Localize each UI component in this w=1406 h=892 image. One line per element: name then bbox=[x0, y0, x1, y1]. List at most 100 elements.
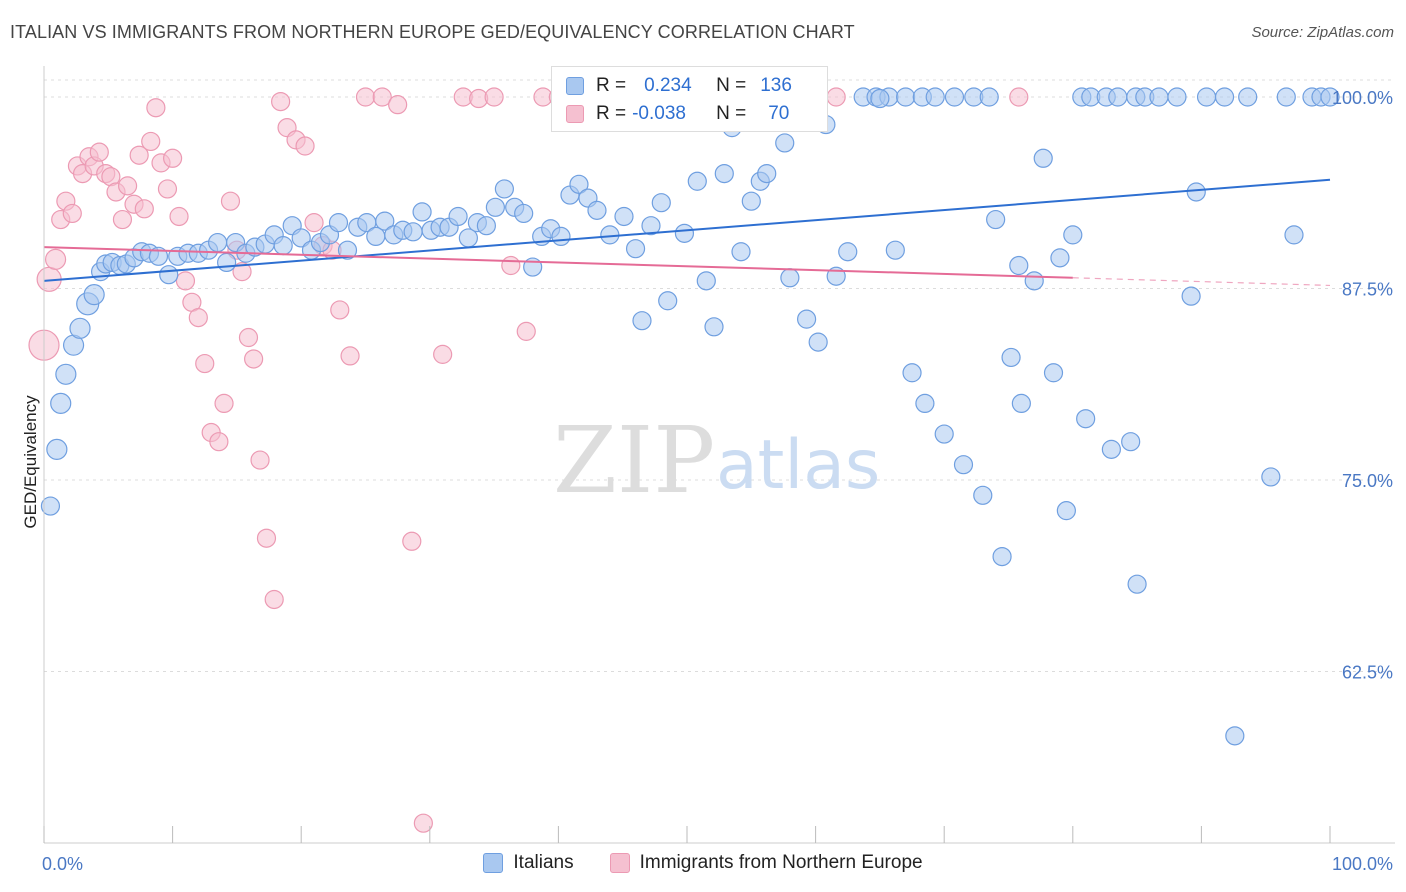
point-italians bbox=[870, 88, 890, 109]
point-italians bbox=[741, 191, 761, 211]
point-italians bbox=[1001, 347, 1021, 368]
point-northern-europe bbox=[433, 344, 453, 364]
legend-item-italians[interactable]: Italians bbox=[483, 852, 574, 874]
point-italians bbox=[658, 291, 678, 311]
point-italians bbox=[1167, 87, 1187, 107]
point-italians bbox=[1011, 393, 1031, 413]
y-tick-label: 100.0% bbox=[1332, 88, 1393, 108]
point-northern-europe bbox=[44, 248, 67, 270]
point-italians bbox=[69, 317, 91, 339]
point-northern-europe bbox=[388, 95, 408, 115]
point-italians bbox=[687, 171, 707, 191]
point-italians bbox=[1108, 87, 1128, 107]
legend-r-label: R = bbox=[596, 75, 627, 96]
point-northern-europe bbox=[238, 327, 259, 348]
point-italians bbox=[1101, 439, 1121, 459]
legend-row-northern-europe: R = -0.038 N = 70 bbox=[566, 101, 789, 127]
point-northern-europe bbox=[516, 321, 536, 341]
point-italians bbox=[375, 211, 395, 231]
point-italians bbox=[992, 546, 1012, 567]
point-italians bbox=[55, 363, 77, 385]
point-northern-europe bbox=[484, 87, 504, 107]
point-northern-europe bbox=[188, 308, 208, 328]
trend-line-italians bbox=[43, 178, 1331, 282]
point-italians bbox=[986, 209, 1006, 230]
legend-item-northern-europe[interactable]: Immigrants from Northern Europe bbox=[609, 852, 923, 874]
point-northern-europe bbox=[402, 531, 422, 551]
point-italians bbox=[1050, 248, 1070, 268]
point-italians bbox=[780, 268, 800, 288]
source-credit: Source: ZipAtlas.com bbox=[1251, 24, 1394, 41]
point-northern-europe bbox=[256, 528, 277, 548]
point-northern-europe bbox=[244, 349, 264, 369]
point-italians bbox=[944, 87, 965, 107]
watermark: ZIP atlas bbox=[553, 407, 880, 514]
point-italians bbox=[159, 265, 179, 285]
point-italians bbox=[40, 496, 61, 516]
point-italians bbox=[46, 438, 68, 460]
legend-swatch-italians bbox=[483, 853, 504, 873]
trend-line-northern-europe-extension bbox=[1072, 277, 1331, 287]
point-italians bbox=[696, 271, 716, 291]
point-italians bbox=[1009, 255, 1029, 276]
point-northern-europe bbox=[141, 131, 161, 152]
point-italians bbox=[885, 240, 905, 260]
point-italians bbox=[979, 87, 999, 107]
y-tick-label: 62.5% bbox=[1342, 663, 1393, 683]
point-italians bbox=[1076, 409, 1096, 429]
point-italians bbox=[208, 232, 228, 253]
point-italians bbox=[641, 216, 661, 236]
legend-swatch-blue bbox=[566, 77, 584, 95]
legend-n-value: 136 bbox=[760, 75, 792, 96]
point-northern-europe bbox=[146, 98, 166, 118]
point-italians bbox=[1186, 182, 1206, 202]
point-northern-europe bbox=[134, 199, 154, 219]
point-italians bbox=[1284, 225, 1304, 245]
point-northern-europe bbox=[220, 191, 241, 211]
point-italians bbox=[1181, 286, 1201, 306]
legend-r-value: 0.234 bbox=[644, 75, 692, 96]
point-northern-europe bbox=[157, 179, 178, 199]
point-italians bbox=[1225, 726, 1245, 746]
x-tick-label: 0.0% bbox=[42, 854, 83, 874]
point-northern-europe bbox=[355, 87, 376, 107]
point-northern-europe bbox=[62, 203, 82, 224]
point-italians bbox=[775, 133, 795, 153]
point-italians bbox=[704, 317, 724, 337]
point-italians bbox=[757, 164, 777, 184]
point-italians bbox=[1238, 87, 1258, 107]
legend-label-italians: Italians bbox=[513, 852, 574, 873]
point-italians bbox=[514, 203, 534, 224]
point-northern-europe bbox=[271, 91, 291, 112]
point-northern-europe bbox=[340, 346, 360, 366]
series-legend: Italians Immigrants from Northern Europe bbox=[0, 852, 1406, 874]
point-italians bbox=[494, 179, 514, 199]
point-northern-europe bbox=[175, 271, 196, 291]
y-axis-label: GED/Equivalency bbox=[21, 395, 40, 529]
point-italians bbox=[551, 226, 571, 247]
point-italians bbox=[1149, 87, 1169, 107]
point-italians bbox=[731, 242, 751, 262]
point-italians bbox=[1024, 271, 1044, 291]
point-italians bbox=[934, 424, 954, 444]
point-northern-europe bbox=[826, 87, 846, 107]
point-northern-europe bbox=[264, 589, 284, 610]
point-italians bbox=[273, 236, 293, 256]
trend-line-northern-europe bbox=[43, 246, 1073, 279]
point-italians bbox=[587, 200, 607, 220]
point-italians bbox=[915, 393, 935, 413]
point-italians bbox=[796, 309, 817, 329]
point-northern-europe bbox=[304, 213, 324, 233]
watermark-atlas: atlas bbox=[716, 426, 880, 505]
point-northern-europe bbox=[330, 300, 350, 320]
point-italians bbox=[83, 284, 105, 306]
point-italians bbox=[632, 311, 652, 331]
point-northern-europe bbox=[89, 142, 109, 162]
point-italians bbox=[50, 392, 72, 414]
legend-r-value: -0.038 bbox=[632, 103, 686, 124]
x-tick-label: 100.0% bbox=[1332, 854, 1393, 874]
point-northern-europe bbox=[413, 813, 433, 833]
point-italians bbox=[448, 206, 468, 227]
point-italians bbox=[412, 202, 432, 222]
